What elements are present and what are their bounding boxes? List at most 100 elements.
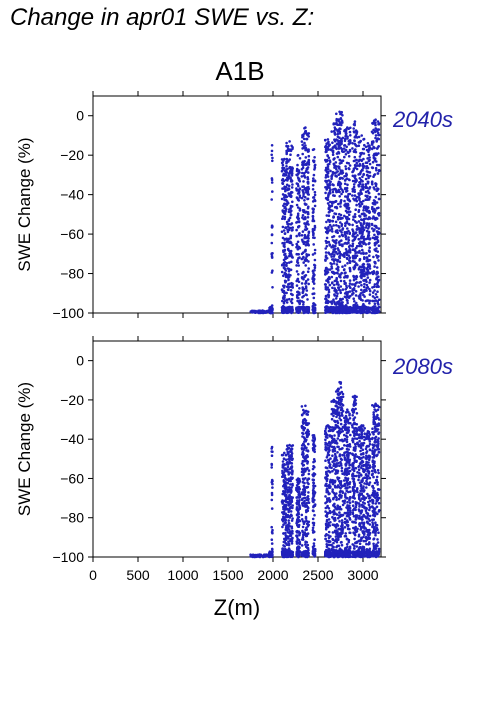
- data-point: [298, 209, 302, 212]
- data-point: [341, 288, 345, 291]
- data-point: [311, 521, 315, 525]
- data-point: [335, 138, 338, 141]
- data-point: [338, 453, 342, 456]
- data-point: [375, 266, 379, 269]
- data-point: [330, 130, 334, 133]
- data-point: [374, 182, 377, 185]
- data-point: [271, 252, 274, 255]
- data-point: [284, 187, 287, 191]
- data-point: [335, 402, 338, 405]
- data-point: [288, 522, 291, 525]
- period-label-2040s: 2040s: [393, 107, 453, 132]
- data-point: [335, 303, 338, 306]
- data-point: [305, 486, 309, 489]
- data-point: [296, 215, 300, 219]
- data-point: [324, 259, 327, 262]
- data-point: [348, 130, 352, 134]
- data-point: [331, 190, 335, 194]
- data-point: [363, 257, 366, 261]
- data-point: [339, 112, 342, 116]
- data-point: [377, 133, 381, 137]
- data-point: [376, 172, 380, 175]
- data-point: [336, 301, 339, 304]
- data-point: [336, 292, 339, 295]
- data-point: [291, 307, 294, 311]
- data-point: [289, 153, 292, 156]
- data-point: [353, 120, 357, 123]
- data-point: [327, 450, 331, 454]
- data-point: [328, 160, 332, 164]
- data-point: [348, 199, 352, 203]
- y-tick-label: 0: [76, 353, 84, 369]
- data-point: [304, 225, 308, 229]
- data-point: [302, 191, 305, 195]
- data-point: [365, 209, 369, 213]
- data-point: [271, 159, 274, 163]
- data-point: [343, 144, 347, 147]
- data-point: [348, 458, 352, 462]
- data-point: [347, 238, 351, 242]
- data-point: [306, 222, 309, 226]
- data-point: [307, 548, 310, 552]
- data-point: [334, 199, 338, 203]
- data-point: [301, 163, 304, 166]
- data-point: [333, 449, 337, 453]
- data-point: [343, 233, 347, 236]
- data-point: [287, 473, 291, 476]
- data-point: [355, 281, 359, 284]
- data-point: [366, 145, 370, 148]
- data-point: [280, 263, 284, 267]
- data-point: [331, 188, 335, 191]
- data-point: [282, 229, 286, 232]
- data-point: [270, 445, 274, 449]
- data-point: [286, 465, 290, 469]
- data-point: [332, 216, 336, 219]
- data-point: [271, 450, 274, 454]
- data-point: [300, 282, 304, 285]
- data-point: [291, 243, 294, 247]
- data-point: [357, 144, 361, 147]
- data-point: [348, 248, 351, 252]
- data-point: [287, 267, 291, 271]
- data-point: [362, 199, 365, 203]
- data-point: [271, 308, 274, 311]
- data-point: [367, 234, 371, 237]
- data-point: [282, 473, 285, 477]
- data-point: [341, 297, 345, 301]
- data-point: [366, 222, 369, 226]
- data-point: [301, 272, 304, 275]
- data-point: [338, 158, 342, 162]
- data-point: [305, 534, 309, 538]
- y-tick-label: −60: [60, 470, 84, 486]
- data-point: [339, 481, 343, 485]
- data-point: [330, 466, 333, 470]
- data-point: [340, 224, 344, 228]
- data-point: [359, 152, 362, 155]
- data-point: [307, 132, 311, 135]
- data-point: [301, 230, 305, 233]
- data-point: [312, 243, 316, 246]
- data-point: [324, 435, 328, 439]
- data-point: [376, 189, 379, 192]
- data-point: [286, 187, 290, 191]
- data-point: [367, 307, 370, 311]
- data-point: [346, 150, 350, 154]
- data-point: [327, 429, 331, 433]
- data-point: [254, 554, 258, 557]
- data-point: [302, 300, 305, 304]
- data-point: [270, 271, 274, 274]
- data-point: [270, 498, 274, 502]
- data-point: [362, 137, 366, 141]
- data-point: [304, 146, 308, 150]
- data-point: [302, 426, 305, 429]
- data-point: [300, 405, 304, 408]
- data-point: [333, 419, 336, 423]
- data-point: [306, 192, 310, 196]
- data-point: [304, 274, 308, 277]
- data-point: [365, 173, 369, 177]
- data-point: [303, 440, 306, 443]
- data-point: [300, 551, 304, 555]
- data-point: [285, 165, 288, 168]
- y-tick-label: −40: [60, 431, 84, 447]
- data-point: [339, 127, 342, 131]
